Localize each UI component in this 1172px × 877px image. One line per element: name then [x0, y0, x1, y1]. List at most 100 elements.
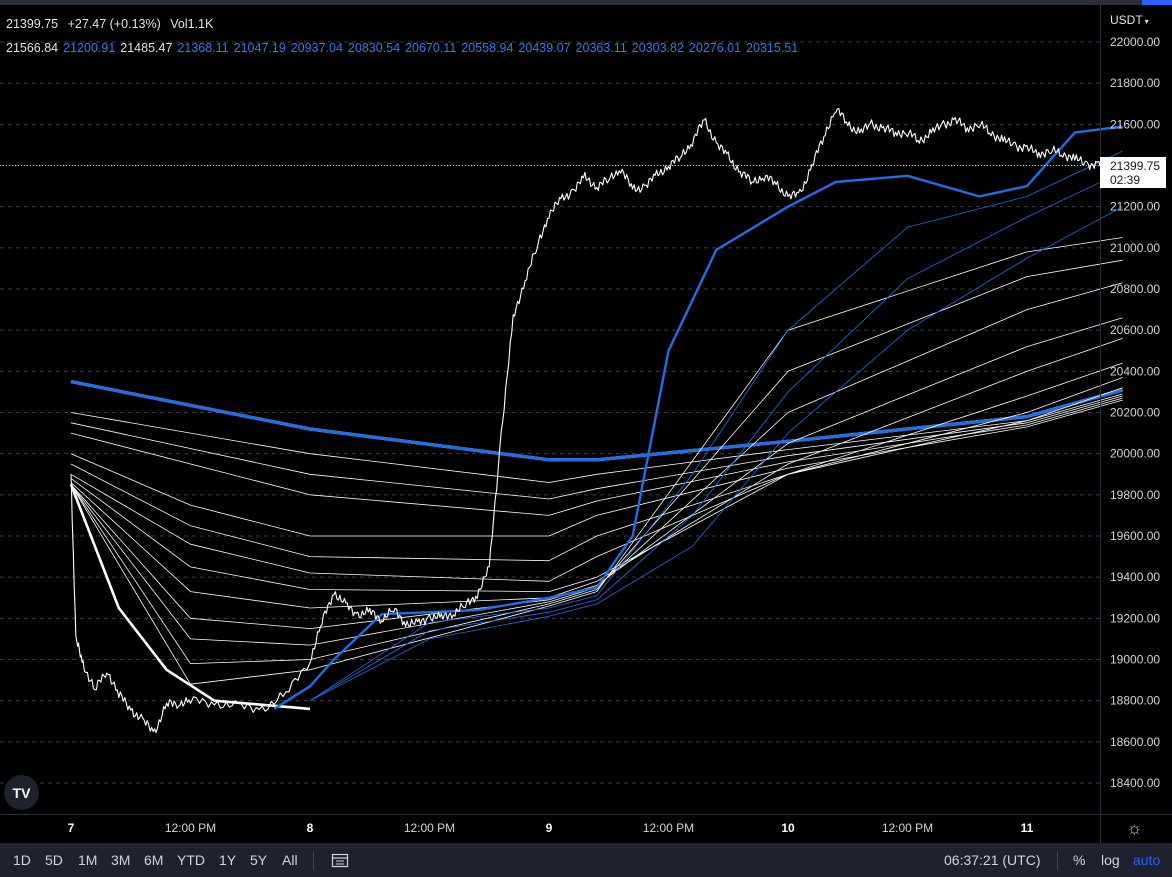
indicator-value: 21368.11: [177, 41, 229, 55]
ma-ribbons: [69, 125, 1124, 711]
ma-line: [70, 397, 1123, 516]
ma-line: [309, 150, 1123, 702]
log-scale-button[interactable]: log: [1101, 852, 1120, 868]
y-tick-label: 19000.00: [1110, 653, 1160, 667]
ma-line: [70, 380, 1124, 462]
y-tick-label: 20800.00: [1110, 282, 1160, 296]
range-button-5d[interactable]: 5D: [45, 852, 63, 868]
legend-volume: Vol1.1K: [170, 17, 214, 31]
ma-line: [273, 125, 1123, 710]
legend-last-price: 21399.75: [6, 17, 59, 31]
range-button-5y[interactable]: 5Y: [250, 852, 268, 868]
y-tick-label: 19600.00: [1110, 529, 1160, 543]
x-tick-label: 12:00 PM: [882, 821, 933, 835]
indicator-value: 20439.07: [518, 41, 571, 55]
x-tick-label: 10: [781, 821, 795, 835]
ma-line: [70, 282, 1123, 646]
gear-icon[interactable]: ☼: [1126, 818, 1143, 838]
currency-label: USDT: [1110, 13, 1143, 27]
range-button-3m[interactable]: 3M: [111, 852, 131, 868]
x-tick-label: 12:00 PM: [404, 821, 455, 835]
time-scale[interactable]: 7 12:00 PM 8 12:00 PM 9 12:00 PM 10 12:00 PM 11: [68, 821, 1034, 835]
ma-line: [70, 237, 1123, 685]
auto-scale-button[interactable]: auto: [1133, 852, 1161, 868]
y-tick-label: 19400.00: [1110, 570, 1160, 584]
indicator-value: 20315.51: [746, 41, 799, 55]
indicator-value: 20830.54: [347, 41, 401, 55]
y-tick-label: 21000.00: [1110, 241, 1160, 255]
price-series: [70, 107, 1124, 734]
y-tick-label: 20600.00: [1110, 323, 1160, 337]
accent-bar: [1142, 0, 1172, 5]
date-range-icon[interactable]: [331, 852, 349, 868]
y-tick-label: 22000.00: [1110, 35, 1160, 49]
y-tick-label: 18800.00: [1110, 694, 1160, 708]
logo-text: TV: [12, 784, 31, 801]
countdown-label: 02:39: [1110, 172, 1141, 187]
legend-indicator-values: 21566.84 21200.91 21485.47 21368.11 21047.19…: [6, 41, 803, 55]
x-tick-label: 12:00 PM: [165, 821, 216, 835]
y-tick-label: 20200.00: [1110, 406, 1160, 420]
price-line: [70, 107, 1124, 734]
indicator-value: 21485.47: [120, 41, 173, 55]
indicator-value: 20303.82: [631, 41, 684, 55]
ma-line: [70, 393, 1123, 483]
tradingview-logo[interactable]: TV: [4, 775, 39, 810]
price-scale[interactable]: 22000.0021800.0021600.0021400.0021200.00…: [1110, 35, 1160, 790]
indicator-value: 21047.19: [233, 41, 286, 55]
utc-clock[interactable]: 06:37:21 (UTC): [944, 852, 1041, 868]
range-button-1y[interactable]: 1Y: [219, 852, 237, 868]
y-tick-label: 19800.00: [1110, 488, 1160, 502]
ma-line: [70, 399, 1123, 537]
y-tick-label: 20000.00: [1110, 447, 1160, 461]
ma-line: [309, 171, 1123, 702]
y-tick-label: 18600.00: [1110, 735, 1160, 749]
legend-main: 21399.75 +27.47 (+0.13%) Vol1.1K: [6, 17, 219, 31]
y-tick-label: 19200.00: [1110, 611, 1160, 625]
range-button-1m[interactable]: 1M: [78, 852, 98, 868]
range-button-1d[interactable]: 1D: [13, 852, 31, 868]
y-tick-label: 21800.00: [1110, 76, 1160, 90]
y-tick-label: 21600.00: [1110, 117, 1160, 131]
chevron-down-icon: ▾: [1144, 17, 1149, 26]
ma-line: [309, 206, 1123, 702]
legend-change: +27.47 (+0.13%): [67, 17, 161, 31]
indicator-value: 20670.11: [405, 41, 457, 55]
grid: [0, 41, 1100, 784]
range-button-6m[interactable]: 6M: [144, 852, 164, 868]
x-tick-label: 9: [546, 821, 553, 835]
x-tick-label: 12:00 PM: [643, 821, 694, 835]
ma-line: [70, 387, 1123, 562]
price-chart[interactable]: 22000.0021800.0021600.0021400.0021200.00…: [0, 0, 1172, 843]
ma-line: [70, 377, 1123, 582]
last-price-tag: 21399.75 02:39: [1100, 156, 1166, 188]
range-button-ytd[interactable]: YTD: [177, 852, 205, 868]
indicator-value: 21200.91: [63, 41, 116, 55]
range-button-all[interactable]: All: [282, 852, 298, 868]
indicator-value: 20363.11: [575, 41, 627, 55]
ma-line: [70, 395, 1123, 500]
indicator-value: 20558.94: [461, 41, 514, 55]
currency-selector[interactable]: USDT ▾: [1110, 13, 1149, 27]
ma-line: [70, 317, 1123, 629]
x-tick-label: 8: [307, 821, 314, 835]
ma-line: [70, 380, 1124, 462]
ma-line: [70, 338, 1123, 609]
y-tick-label: 20400.00: [1110, 364, 1160, 378]
ma-line: [69, 484, 311, 711]
indicator-value: 20937.04: [290, 41, 343, 55]
last-price-label: 21399.75: [1110, 158, 1161, 173]
indicator-value: 20276.01: [688, 41, 742, 55]
top-border: [0, 0, 1172, 5]
ma-line: [70, 362, 1123, 592]
divider: [313, 852, 314, 870]
indicator-value: 21566.84: [6, 41, 59, 55]
y-tick-label: 18400.00: [1110, 776, 1160, 790]
divider: [1057, 852, 1058, 870]
y-tick-label: 21200.00: [1110, 200, 1160, 214]
x-tick-label: 11: [1021, 821, 1034, 835]
ma-line: [70, 259, 1123, 664]
bottom-toolbar: [0, 843, 1172, 877]
x-tick-label: 7: [68, 821, 75, 835]
percent-scale-button[interactable]: %: [1073, 852, 1086, 868]
